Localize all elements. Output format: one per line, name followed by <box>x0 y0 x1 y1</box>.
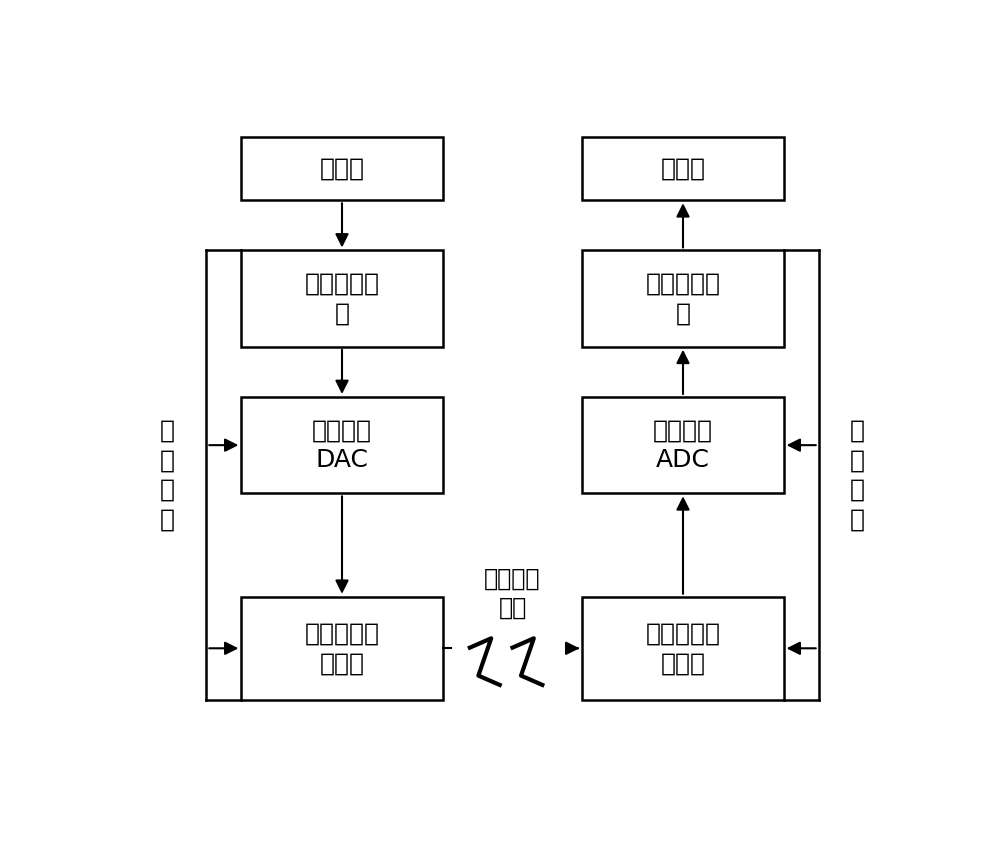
Text: 控
制
链
路: 控 制 链 路 <box>160 419 175 532</box>
Text: 数据流: 数据流 <box>320 157 364 181</box>
Bar <box>241 397 443 493</box>
Text: 射频链路
DAC: 射频链路 DAC <box>312 419 372 472</box>
Text: 基带信号处
理: 基带信号处 理 <box>304 272 380 325</box>
Text: 数据流: 数据流 <box>660 157 706 181</box>
Bar <box>241 250 443 347</box>
Bar <box>582 137 784 201</box>
Text: 基带信号处
理: 基带信号处 理 <box>646 272 720 325</box>
Text: 相控发射天
线阵列: 相控发射天 线阵列 <box>646 621 720 676</box>
Bar <box>582 397 784 493</box>
Bar <box>241 137 443 201</box>
Text: 控
制
链
路: 控 制 链 路 <box>850 419 865 532</box>
Bar <box>241 597 443 700</box>
Bar <box>582 597 784 700</box>
Text: 射频链路
ADC: 射频链路 ADC <box>653 419 713 472</box>
Text: 无线通信
链路: 无线通信 链路 <box>484 567 541 620</box>
Text: 相控发射天
线阵列: 相控发射天 线阵列 <box>304 621 380 676</box>
Bar <box>582 250 784 347</box>
